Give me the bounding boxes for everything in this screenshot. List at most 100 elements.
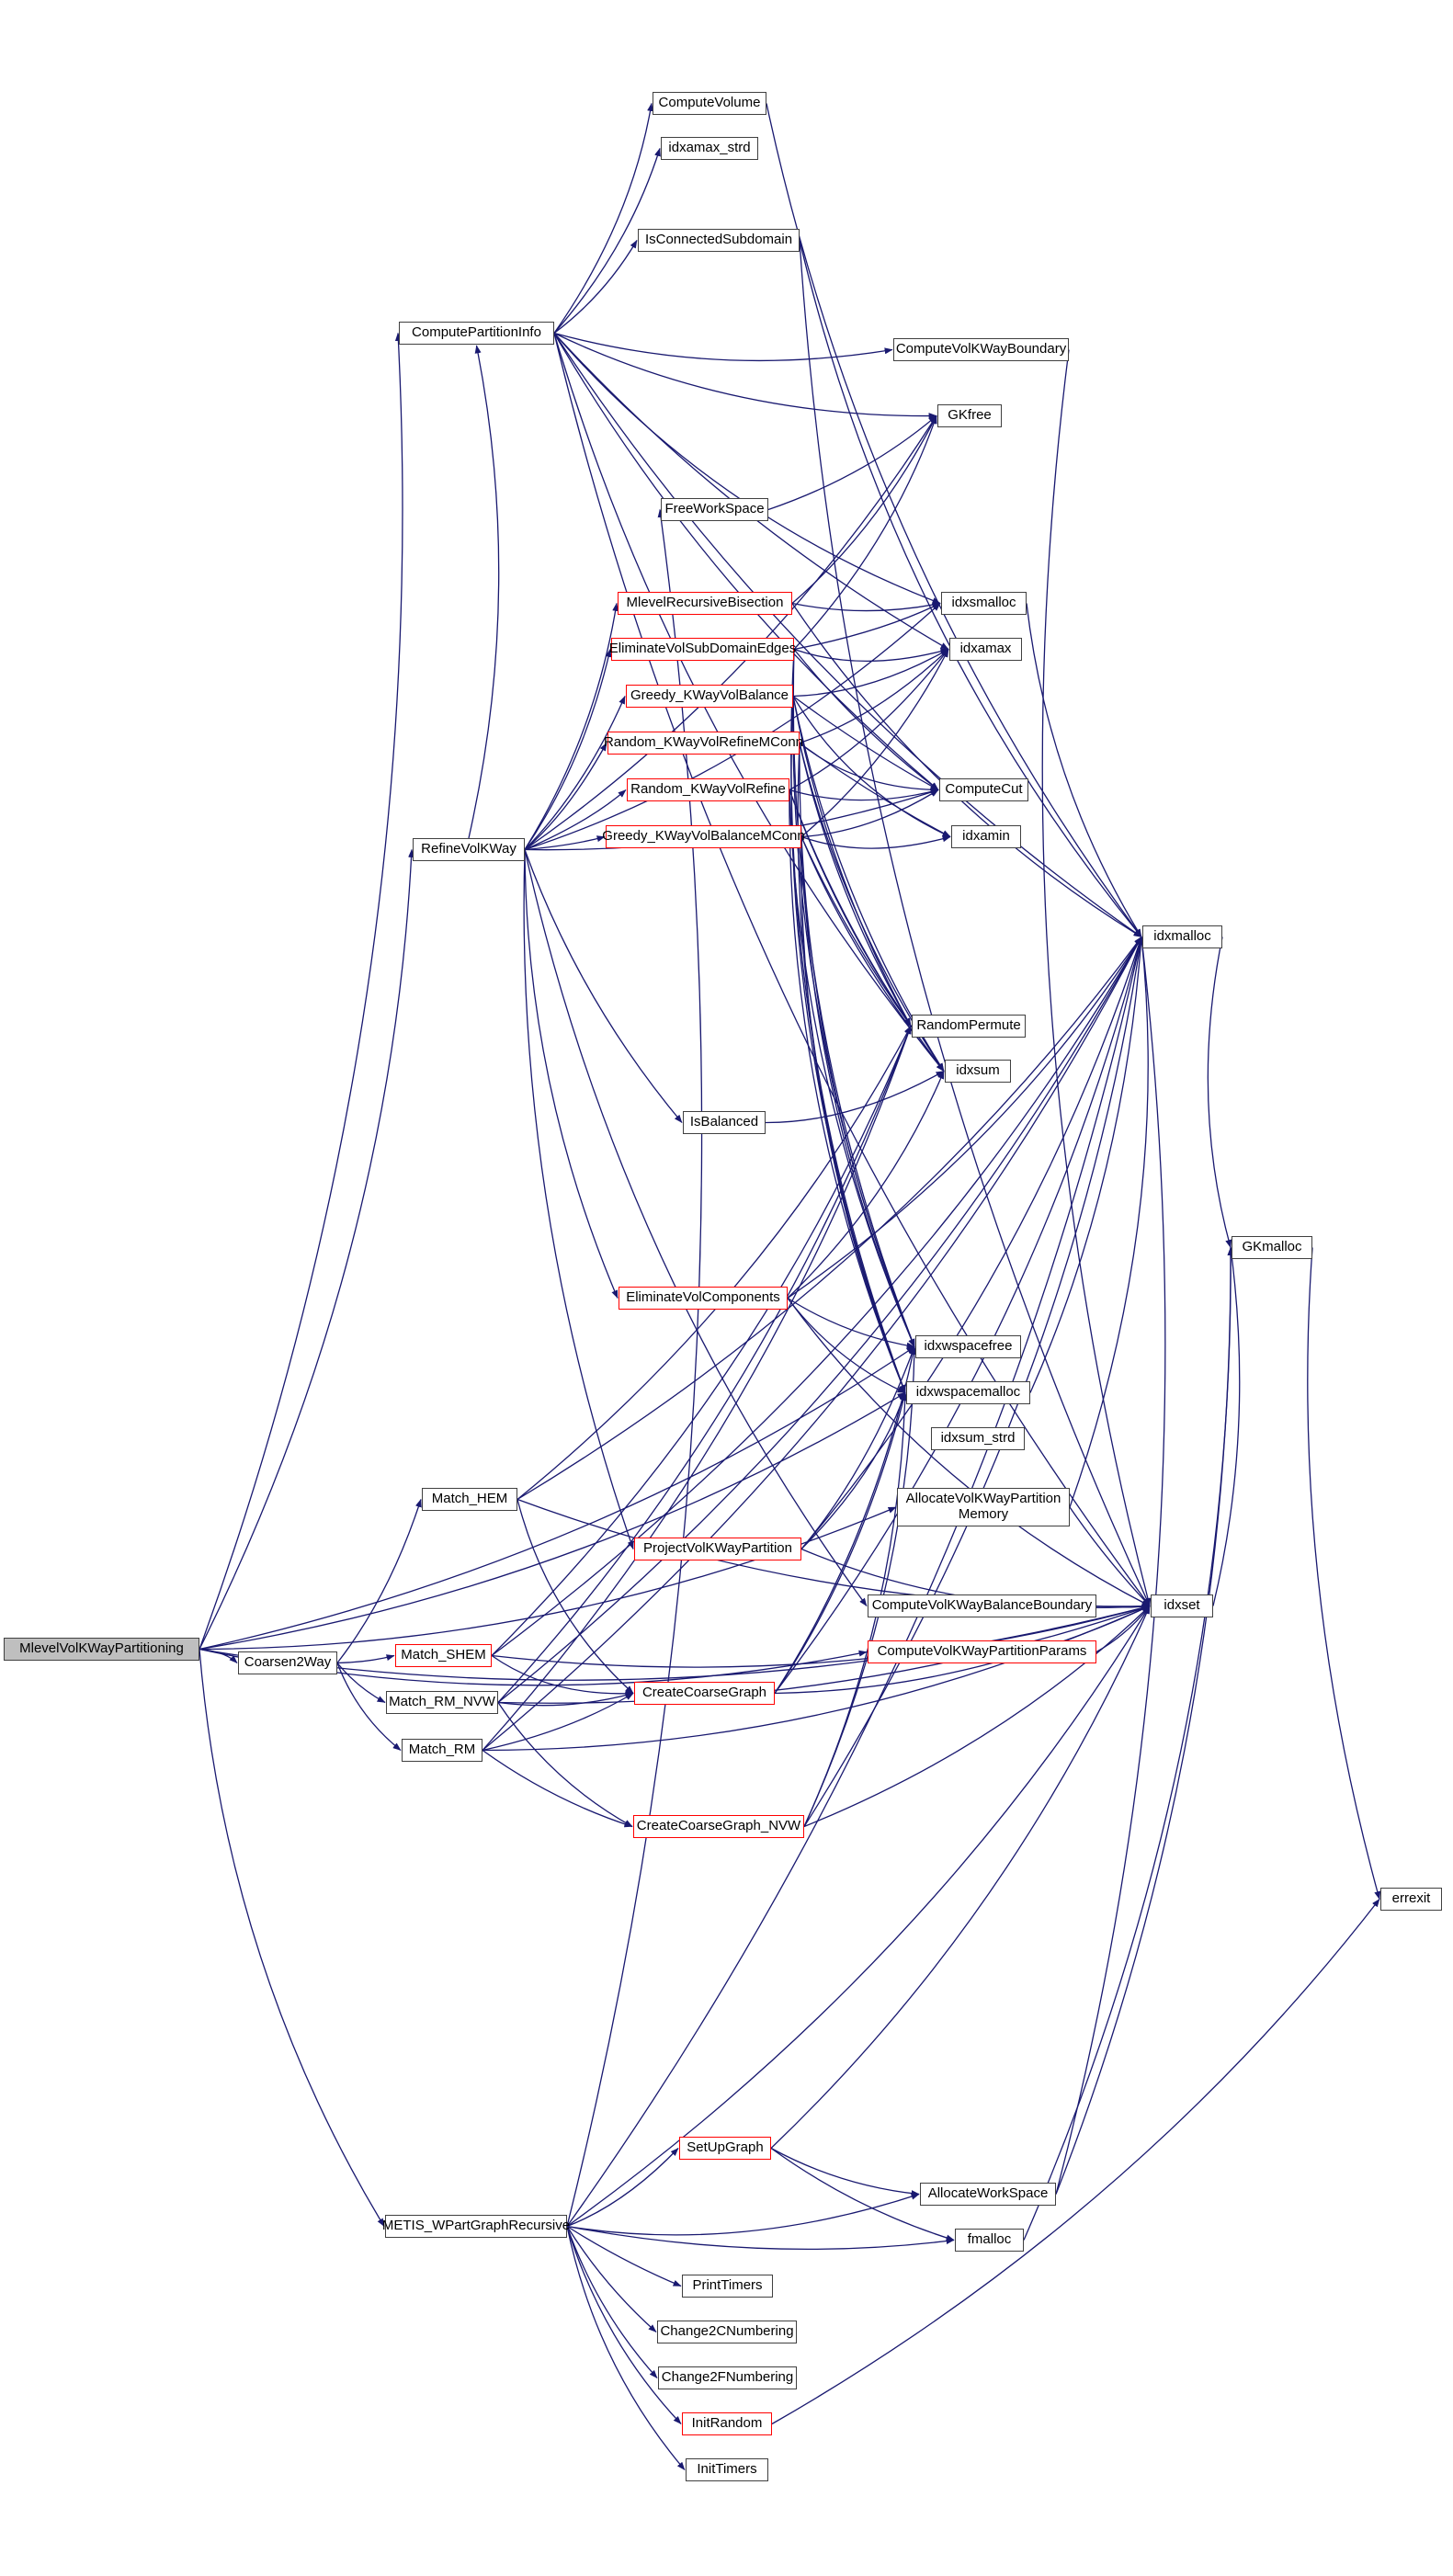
edge-n18-to-n24 bbox=[793, 648, 949, 663]
graph-node-computecut[interactable]: ComputeCut bbox=[939, 778, 1028, 801]
edge-n16-to-n15 bbox=[767, 415, 937, 511]
graph-node-setupgraph[interactable]: SetUpGraph bbox=[679, 2137, 771, 2160]
edge-n9-to-n8 bbox=[523, 849, 634, 1550]
graph-node-metis_wpartgraphrecursive[interactable]: METIS_WPartGraphRecursive bbox=[382, 2215, 570, 2238]
graph-node-inittimers[interactable]: InitTimers bbox=[686, 2458, 768, 2481]
graph-node-isbalanced[interactable]: IsBalanced bbox=[683, 1111, 766, 1134]
edge-n42-to-n39 bbox=[770, 1605, 1151, 2149]
edge-n10-to-n23 bbox=[553, 333, 941, 605]
edge-n9-to-n37 bbox=[524, 849, 868, 1606]
graph-node-computevolkwayboundary[interactable]: ComputeVolKWayBoundary bbox=[893, 338, 1069, 361]
edge-n18-to-n34 bbox=[790, 649, 906, 1394]
edge-n32-to-n33 bbox=[787, 1297, 915, 1349]
edge-n36-to-n39 bbox=[1069, 1506, 1151, 1606]
graph-node-randompermute[interactable]: RandomPermute bbox=[912, 1015, 1026, 1038]
graph-node-eliminatevolcomponents[interactable]: EliminateVolComponents bbox=[619, 1287, 788, 1310]
graph-node-idxwspacemalloc[interactable]: idxwspacemalloc bbox=[906, 1381, 1030, 1404]
graph-node-gkfree[interactable]: GKfree bbox=[937, 404, 1002, 427]
graph-node-idxsum[interactable]: idxsum bbox=[945, 1060, 1011, 1083]
edge-n5-to-n6 bbox=[516, 1499, 634, 1694]
graph-node-match_hem[interactable]: Match_HEM bbox=[422, 1488, 517, 1511]
graph-node-random_kwayvolrefinemconn[interactable]: Random_KWayVolRefineMConn bbox=[604, 732, 803, 755]
graph-node-mlevelrecursivebisection[interactable]: MlevelRecursiveBisection bbox=[618, 592, 792, 615]
graph-node-idxwspacefree[interactable]: idxwspacefree bbox=[915, 1335, 1021, 1358]
graph-node-greedy_kwayvolbalancemconn[interactable]: Greedy_KWayVolBalanceMConn bbox=[602, 825, 805, 848]
edge-n39-to-n31 bbox=[1212, 1246, 1241, 1606]
graph-node-isconnectedsubdomain[interactable]: IsConnectedSubdomain bbox=[638, 229, 800, 252]
edge-n32-to-n27 bbox=[787, 936, 1142, 1299]
edge-n7-to-n39 bbox=[803, 1606, 1151, 1828]
graph-node-computevolkwaybalanceboundary[interactable]: ComputeVolKWayBalanceBoundary bbox=[868, 1594, 1096, 1617]
graph-node-idxmalloc[interactable]: idxmalloc bbox=[1142, 925, 1222, 948]
edge-n30-to-n29 bbox=[765, 1070, 945, 1124]
graph-node-createcoarsegraph_nvw[interactable]: CreateCoarseGraph_NVW bbox=[633, 1815, 804, 1838]
graph-node-computevolume[interactable]: ComputeVolume bbox=[653, 92, 766, 115]
edge-n37-to-n39 bbox=[1095, 1603, 1151, 1610]
edge-n41-to-n16 bbox=[566, 508, 703, 2227]
edge-n41-to-n43 bbox=[566, 2193, 920, 2236]
graph-node-idxsmalloc[interactable]: idxsmalloc bbox=[941, 592, 1027, 615]
graph-node-createcoarsegraph[interactable]: CreateCoarseGraph bbox=[634, 1682, 775, 1705]
graph-node-change2cnumbering[interactable]: Change2CNumbering bbox=[657, 2321, 797, 2343]
edge-n9-to-n32 bbox=[524, 849, 619, 1299]
graph-node-idxamin[interactable]: idxamin bbox=[951, 825, 1021, 848]
edge-n4-to-n6 bbox=[482, 1692, 634, 1752]
edge-n7-to-n33 bbox=[803, 1345, 918, 1827]
edge-n10-to-n11 bbox=[553, 102, 654, 334]
graph-node-idxsum_strd[interactable]: idxsum_strd bbox=[931, 1427, 1025, 1450]
edge-n34-to-n27 bbox=[1029, 936, 1144, 1393]
edge-n42-to-n43 bbox=[770, 2147, 920, 2197]
edge-n0-to-n41 bbox=[199, 1649, 385, 2228]
edge-n41-to-n42 bbox=[566, 2148, 679, 2228]
edge-n41-to-n27 bbox=[566, 936, 1143, 2227]
graph-node-initrandom[interactable]: InitRandom bbox=[682, 2412, 772, 2435]
graph-node-idxset[interactable]: idxset bbox=[1151, 1594, 1213, 1617]
edge-n17-to-n15 bbox=[791, 414, 937, 604]
graph-node-idxamax_strd[interactable]: idxamax_strd bbox=[661, 137, 758, 160]
graph-node-match_rm_nvw[interactable]: Match_RM_NVW bbox=[386, 1691, 498, 1714]
graph-node-computevolkwaypartitionparams[interactable]: ComputeVolKWayPartitionParams bbox=[868, 1640, 1096, 1663]
graph-node-printtimers[interactable]: PrintTimers bbox=[682, 2275, 773, 2298]
graph-node-allocateworkspace[interactable]: AllocateWorkSpace bbox=[920, 2183, 1056, 2206]
graph-node-change2fnumbering[interactable]: Change2FNumbering bbox=[658, 2366, 797, 2389]
graph-node-fmalloc[interactable]: fmalloc bbox=[955, 2229, 1024, 2252]
edge-n41-to-n49 bbox=[566, 2226, 686, 2470]
edge-n43-to-n31 bbox=[1055, 1246, 1234, 2195]
edge-n1-to-n5 bbox=[336, 1498, 422, 1663]
edge-n20-to-n24 bbox=[799, 649, 949, 744]
edge-n44-to-n31 bbox=[1023, 1246, 1234, 2241]
edge-n18-to-n15 bbox=[793, 414, 937, 650]
edge-n18-to-n25 bbox=[793, 649, 939, 791]
graph-node-computepartitioninfo[interactable]: ComputePartitionInfo bbox=[399, 322, 554, 345]
graph-node-refinevolkway[interactable]: RefineVolKWay bbox=[413, 838, 525, 861]
edge-n18-to-n23 bbox=[793, 602, 941, 651]
graph-node-coarsen2way[interactable]: Coarsen2Way bbox=[238, 1651, 337, 1674]
graph-node-gkmalloc[interactable]: GKmalloc bbox=[1232, 1236, 1312, 1259]
graph-node-eliminatevolsubdomainedges[interactable]: EliminateVolSubDomainEdges bbox=[609, 638, 796, 661]
edge-n43-to-n27 bbox=[1055, 936, 1166, 2195]
edge-n14-to-n39 bbox=[1041, 349, 1152, 1607]
graph-node-match_rm[interactable]: Match_RM bbox=[402, 1739, 482, 1762]
graph-node-greedy_kwayvolbalance[interactable]: Greedy_KWayVolBalance bbox=[626, 685, 793, 708]
edge-n23-to-n27 bbox=[1026, 603, 1142, 938]
graph-node-idxamax[interactable]: idxamax bbox=[949, 638, 1022, 661]
edge-n19-to-n24 bbox=[792, 648, 949, 698]
graph-node-errexit[interactable]: errexit bbox=[1380, 1888, 1442, 1911]
edge-n8-to-n34 bbox=[800, 1391, 906, 1549]
edge-n2-to-n27 bbox=[491, 936, 1142, 1657]
graph-node-freeworkspace[interactable]: FreeWorkSpace bbox=[661, 498, 768, 521]
edge-n3-to-n7 bbox=[497, 1702, 633, 1828]
edge-n21-to-n24 bbox=[789, 649, 949, 791]
edge-n36-to-n27 bbox=[1069, 936, 1149, 1508]
graph-node-projectvolkwaypartition[interactable]: ProjectVolKWayPartition bbox=[634, 1538, 801, 1560]
edge-n19-to-n28 bbox=[792, 696, 912, 1027]
graph-node-random_kwayvolrefine[interactable]: Random_KWayVolRefine bbox=[627, 778, 789, 801]
graph-node-allocatevolkwaypartition-memory[interactable]: AllocateVolKWayPartition Memory bbox=[897, 1488, 1070, 1526]
edge-n2-to-n6 bbox=[491, 1654, 634, 1697]
edge-n19-to-n33 bbox=[792, 696, 915, 1348]
edge-n17-to-n23 bbox=[791, 601, 941, 612]
graph-node-match_shem[interactable]: Match_SHEM bbox=[395, 1644, 492, 1667]
graph-node-mlevelvolkwaypartitioning[interactable]: MlevelVolKWayPartitioning bbox=[4, 1638, 199, 1661]
edge-n4-to-n27 bbox=[482, 936, 1142, 1752]
